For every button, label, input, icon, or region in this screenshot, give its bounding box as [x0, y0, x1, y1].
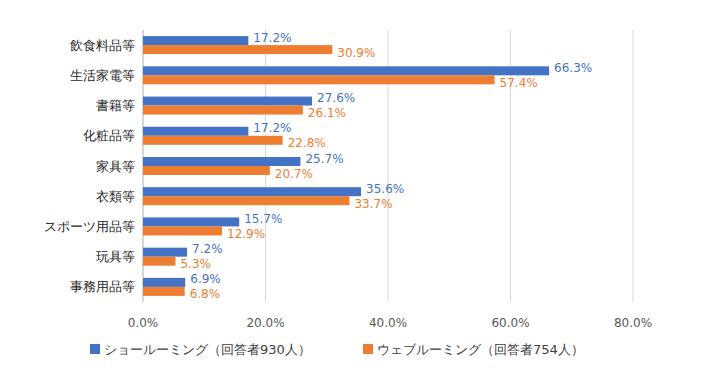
- bar: [143, 136, 283, 145]
- bar: [143, 257, 175, 266]
- data-label: 27.6%: [317, 91, 355, 105]
- tick-label: 80.0%: [614, 316, 652, 330]
- tick-label: 60.0%: [491, 316, 529, 330]
- bar: [143, 45, 332, 54]
- data-label: 20.7%: [275, 167, 313, 181]
- data-label: 6.8%: [190, 287, 221, 301]
- data-label: 17.2%: [253, 31, 291, 45]
- tick-label: 0.0%: [128, 316, 159, 330]
- bar: [143, 127, 248, 136]
- data-label: 15.7%: [244, 212, 282, 226]
- grid-line: [633, 30, 634, 302]
- category-label: 事務用品等: [70, 279, 135, 294]
- data-label: 12.9%: [227, 227, 265, 241]
- chart: 0.0% 20.0% 40.0% 60.0% 80.0% 飲食料品等生活家電等書籍等化粧品…: [0, 0, 701, 370]
- bar: [143, 278, 185, 287]
- data-label: 17.2%: [253, 121, 291, 135]
- category-label: 書籍等: [96, 98, 135, 113]
- legend: ショールーミング（回答者930人） ウェブルーミング（回答者754人）: [90, 342, 584, 357]
- data-label: 33.7%: [354, 197, 392, 211]
- grid: [143, 30, 633, 302]
- data-label: 7.2%: [192, 242, 223, 256]
- data-labels: 17.2% 66.3% 27.6% 17.2% 25.7% 35.6% 15.7% 7.2% 6…: [180, 31, 592, 302]
- category-label: 衣類等: [96, 189, 135, 204]
- data-label: 26.1%: [308, 106, 346, 120]
- bar: [143, 66, 549, 75]
- tick-label: 40.0%: [369, 316, 407, 330]
- data-label: 22.8%: [288, 136, 326, 150]
- data-label: 66.3%: [554, 61, 592, 75]
- bar: [143, 36, 248, 45]
- category-label: 家具等: [96, 159, 135, 174]
- legend-label: ウェブルーミング（回答者754人）: [377, 342, 584, 357]
- data-label: 5.3%: [180, 257, 211, 271]
- tick-label: 20.0%: [246, 316, 284, 330]
- category-label: スポーツ用品等: [44, 219, 135, 234]
- bar: [143, 226, 222, 235]
- data-label: 35.6%: [366, 182, 404, 196]
- category-label: 化粧品等: [83, 128, 135, 143]
- data-label: 57.4%: [500, 76, 538, 90]
- bar: [143, 217, 239, 226]
- bar: [143, 97, 312, 106]
- category-label: 生活家電等: [70, 68, 135, 83]
- bar: [143, 248, 187, 257]
- bars: [143, 36, 549, 296]
- bar: [143, 157, 300, 166]
- bar: [143, 75, 495, 84]
- bar: [143, 287, 185, 296]
- bar: [143, 106, 303, 115]
- data-label: 25.7%: [305, 152, 343, 166]
- legend-label: ショールーミング（回答者930人）: [104, 342, 311, 357]
- bar: [143, 196, 349, 205]
- legend-swatch: [90, 344, 100, 354]
- data-label: 6.9%: [190, 272, 221, 286]
- bar: [143, 166, 270, 175]
- axis-range: [143, 302, 633, 303]
- data-label: 30.9%: [337, 46, 375, 60]
- bar: [143, 187, 361, 196]
- category-label: 玩具等: [96, 249, 135, 264]
- legend-swatch: [363, 344, 373, 354]
- category-label: 飲食料品等: [70, 38, 135, 53]
